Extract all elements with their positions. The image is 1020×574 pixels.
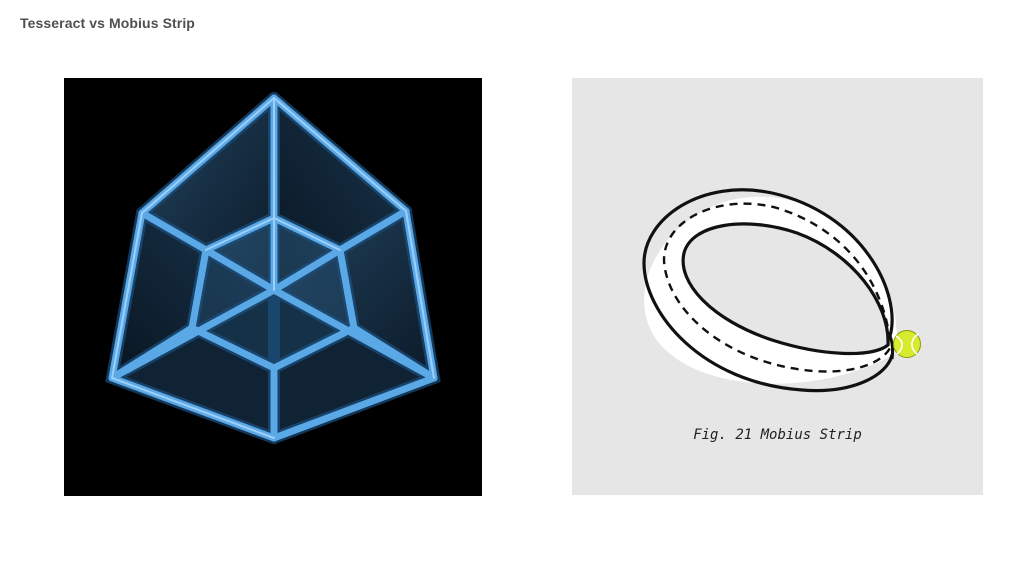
figure-caption: Fig. 21 Mobius Strip (693, 427, 862, 443)
tesseract-icon (64, 78, 482, 496)
tesseract-image (64, 78, 482, 496)
mobius-strip-panel: Fig. 21 Mobius Strip (572, 78, 983, 495)
mobius-strip-icon (572, 78, 983, 495)
tennis-ball-icon (893, 330, 921, 358)
page-title: Tesseract vs Mobius Strip (20, 15, 195, 31)
